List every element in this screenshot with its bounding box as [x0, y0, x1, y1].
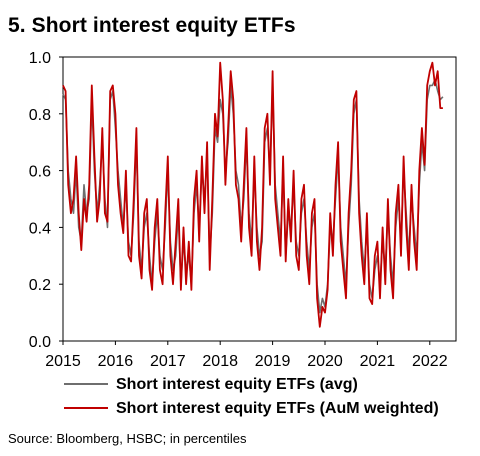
- y-axis: 0.0 0.2 0.4 0.6 0.8 1.0: [29, 50, 63, 351]
- x-axis: 2015 2016 2017 2018 2019 2020 2021 2022: [45, 341, 448, 370]
- x-tick-label: 2021: [360, 353, 396, 370]
- y-tick-label: 0.0: [29, 334, 51, 351]
- series-line-aum-weighted: [62, 61, 443, 328]
- y-tick-label: 1.0: [29, 50, 51, 67]
- source-note: Source: Bloomberg, HSBC; in percentiles: [8, 431, 247, 446]
- series-lines: [62, 61, 444, 328]
- x-tick-label: 2019: [255, 353, 291, 370]
- chart-title: 5. Short interest equity ETFs: [8, 14, 296, 37]
- x-tick-label: 2020: [307, 353, 343, 370]
- x-tick-label: 2015: [45, 353, 81, 370]
- y-tick-label: 0.2: [29, 277, 51, 294]
- y-tick-label: 0.4: [29, 220, 51, 237]
- x-tick-label: 2022: [412, 353, 448, 370]
- plot-border: [62, 56, 457, 342]
- legend-label: Short interest equity ETFs (AuM weighted…: [116, 400, 439, 417]
- legend: Short interest equity ETFs (avg) Short in…: [64, 376, 439, 417]
- legend-label: Short interest equity ETFs (avg): [116, 376, 358, 393]
- y-tick-label: 0.8: [29, 107, 51, 124]
- x-tick-label: 2018: [202, 353, 238, 370]
- plot-frame: [62, 56, 457, 342]
- x-tick-label: 2017: [150, 353, 186, 370]
- x-tick-label: 2016: [98, 353, 134, 370]
- y-tick-label: 0.6: [29, 164, 51, 181]
